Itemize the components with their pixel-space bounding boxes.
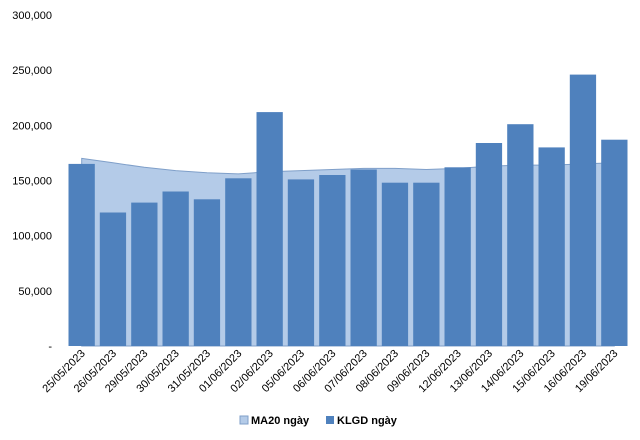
y-tick-label: 150,000 — [12, 176, 52, 188]
y-tick-label: 250,000 — [12, 65, 52, 77]
bar-05/06/2023 — [287, 179, 315, 346]
bar-14/06/2023 — [507, 124, 534, 346]
bar-07/06/2023 — [350, 169, 377, 346]
legend-label-klgd: KLGD ngày — [337, 415, 398, 427]
bar-26/05/2023 — [99, 212, 127, 346]
x-axis: 25/05/202326/05/202329/05/202330/05/2023… — [40, 348, 620, 395]
y-tick-label: 50,000 — [18, 286, 52, 298]
bar-30/05/2023 — [162, 191, 189, 346]
bar-31/05/2023 — [193, 199, 221, 346]
bar-02/06/2023 — [256, 112, 283, 346]
bar-29/05/2023 — [131, 202, 158, 346]
bar-08/06/2023 — [381, 182, 409, 346]
y-tick-label: 200,000 — [12, 120, 52, 132]
bar-16/06/2023 — [569, 74, 597, 346]
bar-15/06/2023 — [538, 147, 565, 346]
bar-01/06/2023 — [225, 178, 252, 346]
bar-25/05/2023 — [68, 163, 95, 346]
bar-19/06/2023 — [601, 139, 628, 346]
bar-13/06/2023 — [475, 143, 503, 346]
y-axis: - 50,000 100,000 150,000 200,000 250,000 300,0… — [12, 10, 52, 353]
legend-label-ma20: MA20 ngày — [251, 415, 310, 427]
y-tick-label: - — [48, 341, 52, 353]
legend-swatch-ma20 — [239, 415, 249, 425]
y-tick-label: 300,000 — [12, 10, 52, 22]
ma20-area — [81, 157, 615, 347]
bar-12/06/2023 — [444, 167, 471, 346]
plot-area — [68, 74, 628, 347]
bar-06/06/2023 — [319, 175, 346, 346]
bar-09/06/2023 — [413, 182, 440, 346]
legend: MA20 ngày KLGD ngày — [239, 415, 398, 427]
legend-swatch-klgd — [326, 416, 334, 424]
y-tick-label: 100,000 — [12, 231, 52, 243]
